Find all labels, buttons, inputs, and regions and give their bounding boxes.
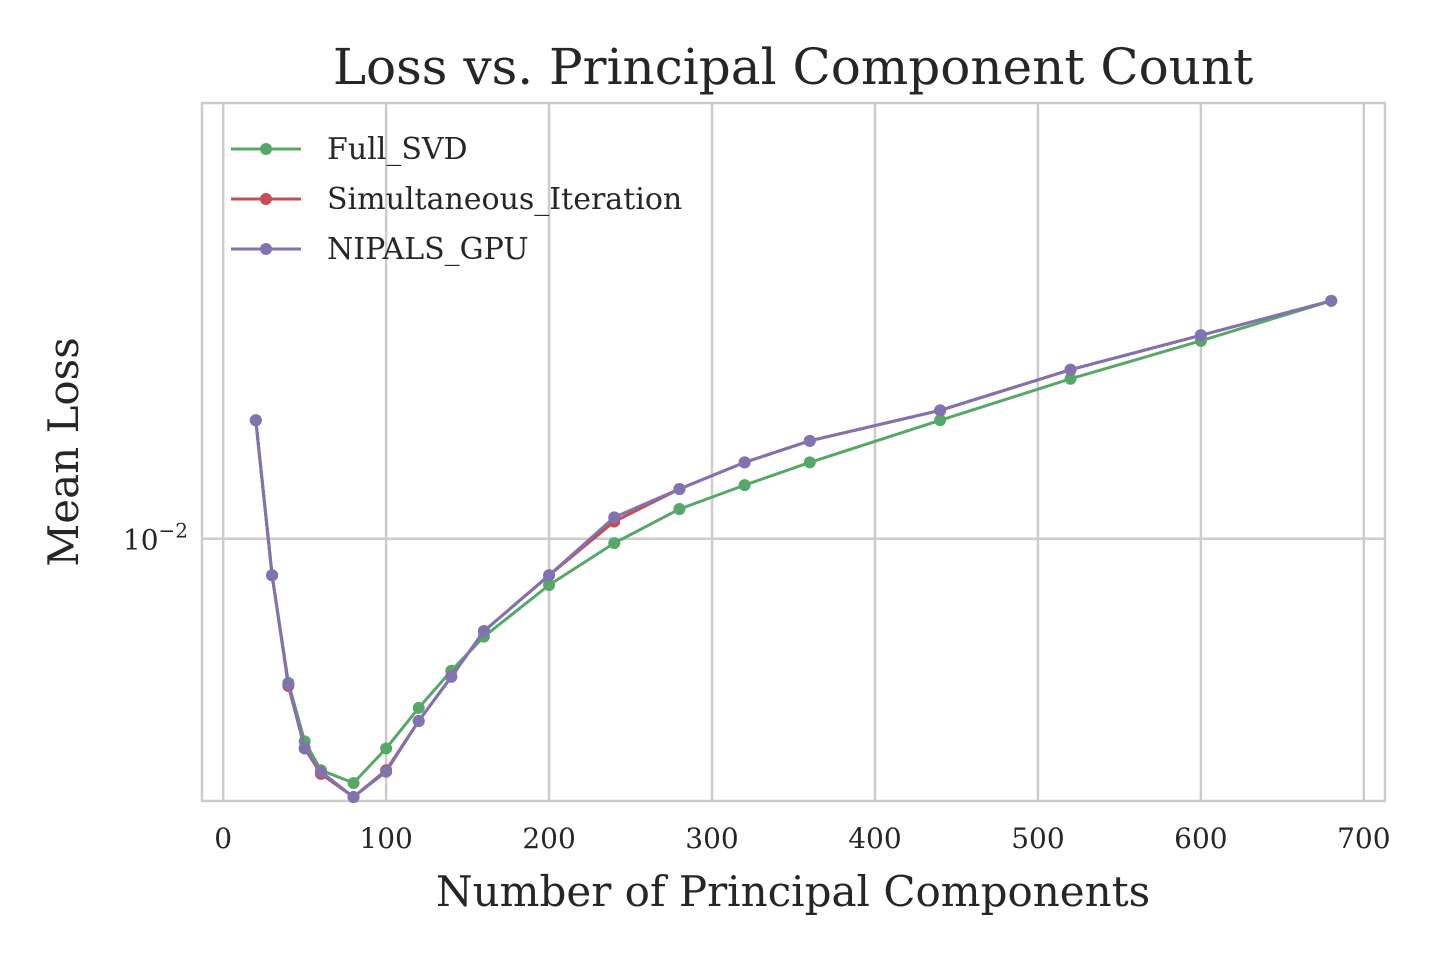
data-point: [445, 670, 458, 683]
data-point: [266, 569, 279, 582]
data-point: [1194, 329, 1207, 342]
x-tick-labels: 0 100 200 300 400 500 600 700: [214, 822, 1390, 855]
series-lines: [249, 294, 1338, 804]
data-point: [282, 678, 295, 691]
data-point: [608, 537, 621, 550]
chart-title: Loss vs. Principal Component Count: [333, 38, 1253, 96]
legend-item: NIPALS_GPU: [231, 232, 529, 267]
legend-item: Full_SVD: [231, 132, 468, 167]
legend-label: NIPALS_GPU: [327, 232, 529, 267]
data-point: [298, 742, 311, 755]
data-point: [380, 765, 393, 778]
data-point: [249, 414, 262, 427]
legend-marker: [260, 243, 272, 255]
data-point: [543, 578, 556, 591]
legend-marker: [260, 193, 272, 205]
x-tick-label: 200: [522, 822, 575, 855]
x-tick-label: 100: [359, 822, 412, 855]
data-point: [803, 456, 816, 469]
data-point: [412, 715, 425, 728]
legend: Full_SVD Simultaneous_Iteration NIPALS_GPU: [231, 132, 682, 267]
series-NIPALS_GPU: [249, 294, 1338, 804]
x-tick-label: 700: [1337, 822, 1390, 855]
data-point: [803, 434, 816, 447]
legend-marker: [260, 143, 272, 155]
x-tick-label: 300: [685, 822, 738, 855]
data-point: [1064, 372, 1077, 385]
y-tick-exponent: −2: [159, 519, 188, 543]
data-point: [314, 765, 327, 778]
data-point: [673, 503, 686, 516]
x-tick-label: 600: [1174, 822, 1227, 855]
legend-label: Full_SVD: [327, 132, 468, 167]
data-point: [543, 569, 556, 582]
data-point: [608, 511, 621, 524]
x-tick-label: 500: [1011, 822, 1064, 855]
legend-label: Simultaneous_Iteration: [327, 182, 682, 217]
x-tick-label: 400: [848, 822, 901, 855]
y-tick-label: 10−2: [123, 519, 188, 557]
x-tick-label: 0: [214, 822, 232, 855]
data-point: [347, 791, 360, 804]
data-point: [934, 414, 947, 427]
data-point: [380, 742, 393, 755]
y-tick-base: 10: [123, 524, 159, 557]
y-axis-label: Mean Loss: [39, 337, 88, 567]
data-point: [1325, 294, 1338, 307]
x-axis-label: Number of Principal Components: [436, 867, 1150, 916]
y-tick-labels: 10−2: [123, 519, 188, 557]
grid: [202, 103, 1385, 801]
plot-frame: [200, 101, 1387, 803]
data-point: [1064, 363, 1077, 376]
data-point: [738, 456, 751, 469]
data-point: [738, 479, 751, 492]
data-point: [934, 404, 947, 417]
data-point: [347, 777, 360, 790]
data-point: [412, 701, 425, 714]
legend-item: Simultaneous_Iteration: [231, 182, 682, 217]
data-point: [673, 483, 686, 496]
data-point: [477, 625, 490, 638]
